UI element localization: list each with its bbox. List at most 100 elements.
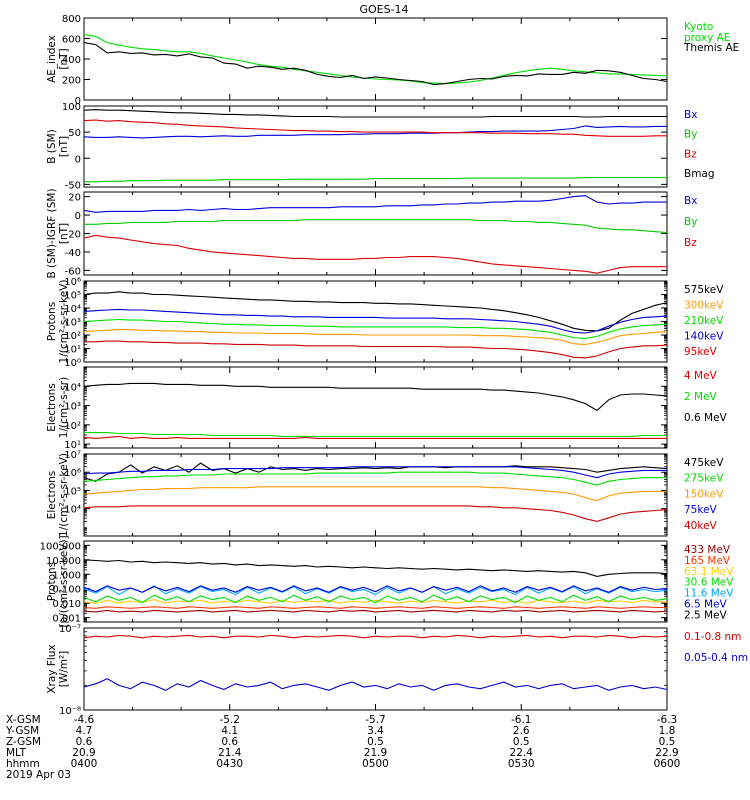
- legend-0-1-0-8-nm: 0.1-0.8 nm: [684, 631, 741, 643]
- legend-475kev: 475keV: [684, 457, 724, 469]
- legend-kyoto-proxy-ae: Kyoto: [684, 21, 713, 33]
- series-line-275kev: [83, 471, 667, 486]
- footer-value: -5.7: [365, 714, 386, 726]
- y-tick-label: 0: [75, 211, 81, 222]
- y-axis-title: Electrons: [46, 383, 58, 432]
- y-axis-units: [nT]: [58, 223, 70, 244]
- footer-value: 22.9: [655, 747, 678, 759]
- legend-63-1-mev: 63.1 MeV: [684, 566, 734, 578]
- y-tick-label: 0: [75, 154, 81, 165]
- y-axis-units: 1/(cm²-s-sr-keV): [58, 453, 70, 537]
- footer-value: 20.9: [72, 747, 95, 759]
- panel-6: 10⁴ 10⁵ 10⁶ 10⁷ Electrons 1/(cm²-s-sr-keV) 475…: [46, 450, 724, 537]
- legend-by: By: [684, 216, 697, 228]
- legend-bz: Bz: [684, 148, 697, 160]
- y-tick-label: 0.100: [52, 585, 81, 596]
- footer-value: 0400: [71, 758, 98, 770]
- y-tick-label: 10⁻⁷: [59, 624, 81, 635]
- series-line-themis-ae: [83, 42, 668, 86]
- y-tick-label: 800: [62, 14, 81, 25]
- legend-bmag: Bmag: [684, 168, 715, 180]
- y-axis-title: Protons: [46, 562, 58, 601]
- series-line-2-5-mev: [83, 559, 668, 577]
- panel-frame: [83, 191, 668, 276]
- footer-value: -5.2: [220, 714, 241, 726]
- legend-themis-ae: Themis AE: [683, 42, 739, 54]
- y-tick-label: 10⁴: [64, 304, 81, 315]
- panel-7: 0.001 0.010 0.100 1.000 10.000 100.000 Protons…: [40, 535, 735, 627]
- series-line-40kev: [83, 505, 668, 522]
- y-tick-label: 600: [62, 35, 81, 46]
- y-tick-label: 10⁴: [64, 505, 81, 516]
- series-line-kyoto-proxy-ae: [83, 33, 668, 85]
- series-line-by: [84, 219, 668, 234]
- series-line-bz: [83, 234, 667, 274]
- panel-frame: [83, 105, 668, 188]
- y-tick-label: 0: [75, 96, 81, 107]
- series-line-0-1-0-8-nm: [83, 634, 668, 639]
- series-line-0-05-0-4-nm: [83, 678, 668, 691]
- footer-row-label: Z-GSM: [6, 736, 41, 748]
- footer-value: -6.1: [511, 714, 532, 726]
- panel-frame: [83, 540, 668, 623]
- footer-value: 0600: [654, 758, 681, 770]
- series-line-30-6-mev: [83, 594, 668, 604]
- footer-value: 3.4: [367, 725, 384, 737]
- y-tick-label: 10¹: [64, 345, 81, 356]
- footer-value: 0.6: [76, 736, 93, 748]
- footer-value: 2.6: [513, 725, 530, 737]
- y-tick-label: 10²: [64, 421, 81, 432]
- y-axis-units: [nT]: [58, 48, 70, 69]
- y-tick-label: 10¹: [64, 440, 81, 451]
- footer-value: 4.1: [221, 725, 238, 737]
- y-tick-label: 0.010: [52, 599, 81, 610]
- legend-95kev: 95keV: [684, 346, 718, 358]
- series-line-95kev: [84, 340, 668, 359]
- panel-5: 10¹ 10² 10³ 10⁴ Electrons 1/(cm²-s-sr) 4 MeV 2 …: [46, 366, 728, 451]
- y-tick-label: 10⁶: [64, 277, 81, 288]
- plot-title: GOES-14: [359, 3, 408, 16]
- series-line-475kev: [83, 462, 668, 482]
- footer-value: 0.5: [367, 736, 384, 748]
- series-line-575kev: [83, 291, 668, 332]
- series-line-140kev: [83, 308, 668, 334]
- y-axis-units: [nT]: [58, 136, 70, 157]
- footer-row-label: 2019 Apr 03: [6, 769, 71, 781]
- y-tick-label: 10⁷: [64, 450, 81, 461]
- series-line-4-mev: [83, 435, 667, 439]
- y-tick-label: -60: [65, 266, 81, 277]
- y-tick-label: 10⁶: [64, 468, 81, 479]
- legend-0-05-0-4-nm: 0.05-0.4 nm: [684, 652, 748, 664]
- footer-value: 21.9: [364, 747, 387, 759]
- series-line-by: [84, 177, 667, 183]
- legend-75kev: 75keV: [684, 504, 718, 516]
- y-tick-label: 10⁻⁸: [59, 706, 81, 717]
- legend-bx: Bx: [684, 195, 697, 207]
- y-tick-label: 10⁵: [64, 486, 81, 497]
- series-line-bx: [83, 195, 667, 213]
- y-tick-label: 10²: [64, 331, 81, 342]
- series-line-bx: [83, 125, 667, 139]
- series-line-6-5-mev: [83, 585, 668, 593]
- panel-4: 10⁰ 10¹ 10² 10³ 10⁴ 10⁵ 10⁶ Protons 1/(cm²-s-sr-…: [46, 277, 724, 369]
- legend-0-6-mev: 0.6 MeV: [684, 412, 728, 424]
- footer-value: 0500: [362, 758, 389, 770]
- legend-kyoto-proxy-ae: proxy AE: [684, 32, 730, 44]
- footer-value: 0.5: [659, 736, 676, 748]
- legend-11-6-mev: 11.6 MeV: [684, 588, 734, 600]
- footer-value: 0530: [508, 758, 535, 770]
- y-tick-label: 50: [68, 128, 81, 139]
- footer-value: 0430: [216, 758, 243, 770]
- footer-row-label: hhmm: [6, 758, 40, 770]
- y-axis-title: AE_index: [46, 35, 58, 83]
- legend-165-mev: 165 MeV: [684, 555, 731, 567]
- y-tick-label: 1.000: [52, 570, 81, 581]
- legend-433-mev: 433 MeV: [684, 544, 731, 556]
- footer-row-label: MLT: [6, 747, 26, 759]
- y-axis-units: 1/(cm²-s-sr): [58, 377, 70, 438]
- series-line-150kev: [83, 486, 667, 502]
- y-tick-label: 0.001: [52, 614, 81, 625]
